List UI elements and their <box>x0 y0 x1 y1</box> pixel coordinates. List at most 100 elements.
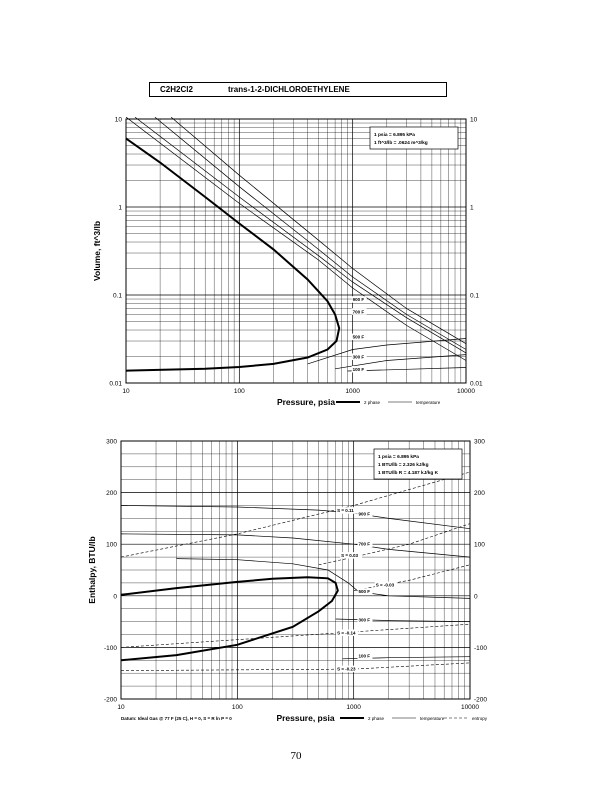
isotherm-line <box>335 618 471 622</box>
isotherm-label-bg <box>357 588 373 595</box>
legend-label: 2 phase <box>364 400 381 405</box>
entropy-label: S = 0.03 <box>341 553 358 558</box>
x-tick-label: 10 <box>117 704 125 711</box>
y-tick-label-left: 0 <box>113 593 117 600</box>
compound-header: C2H2Cl2 trans-1-2-DICHLOROETHYLENE <box>149 82 447 97</box>
y-tick-label-left: 100 <box>106 542 117 549</box>
entropy-line <box>353 564 471 591</box>
isotherm-line <box>170 116 467 345</box>
entropy-label: S = -0.03 <box>376 583 395 588</box>
isotherm-label: 700 F <box>358 542 370 547</box>
y-tick-label-right: 0.01 <box>470 381 483 388</box>
entropy-label: S = -0.23 <box>337 667 356 672</box>
isotherm-label: 500 F <box>358 589 370 594</box>
x-tick-label: 10000 <box>457 388 475 395</box>
y-tick-label-left: 200 <box>106 490 117 497</box>
compound-formula: C2H2Cl2 <box>160 85 193 94</box>
x-tick-label: 1000 <box>345 388 360 395</box>
y-tick-label-left: 1 <box>118 205 122 212</box>
isotherm-label: 300 F <box>353 354 365 359</box>
entropy-label-bg <box>336 629 359 636</box>
isotherm-label: 900 F <box>353 297 365 302</box>
isotherm-label-bg <box>357 540 373 548</box>
x-tick-label: 100 <box>232 704 243 711</box>
entropy-label-bg <box>374 581 397 589</box>
y-tick-label-right: 300 <box>474 439 485 446</box>
isotherm-label-bg <box>357 510 373 517</box>
y-tick-label-right: 0 <box>474 593 478 600</box>
legend-label: entropy <box>472 716 488 721</box>
x-tick-label: 10000 <box>461 704 479 711</box>
y-tick-label-left: 10 <box>115 117 123 124</box>
entropy-line <box>318 523 471 566</box>
isotherm-line <box>134 116 467 354</box>
y-tick-label-left: 0.1 <box>113 293 122 300</box>
entropy-label-bg <box>340 552 363 559</box>
isotherm-line <box>120 505 471 530</box>
y-tick-label-right: 10 <box>470 117 478 124</box>
grid <box>125 119 466 384</box>
isotherm-label: 100 F <box>358 654 370 659</box>
isotherm-line <box>125 116 467 361</box>
isotherm-label-bg <box>357 616 373 624</box>
conversion-text: 1 ft^3/lb = .0624 m^3/kg <box>374 140 428 146</box>
isotherm-label-bg <box>351 333 367 341</box>
entropy-label-bg <box>336 665 359 673</box>
legend-label: temperature <box>416 400 441 405</box>
y-tick-label-left: -100 <box>104 645 117 652</box>
plot-frame <box>120 440 471 700</box>
y-tick-label-left: 300 <box>106 439 117 446</box>
legend-label: 2 phase <box>368 716 385 721</box>
two-phase-curve <box>125 137 341 372</box>
isotherm-line <box>307 338 467 365</box>
isotherm-line <box>154 116 467 350</box>
isotherm-label-bg <box>357 652 373 660</box>
conversion-text: 1 BTU/lb = 2.326 kJ/kg <box>378 462 429 468</box>
isotherm-label: 900 F <box>358 511 370 516</box>
conversion-text: 1 psia = 6.895 kPa <box>374 132 415 138</box>
legend-label: temperature <box>420 716 445 721</box>
y-tick-label-left: -200 <box>104 697 117 704</box>
isotherm-line <box>347 367 467 372</box>
y-axis-label: Volume, ft^3/lb <box>92 221 102 281</box>
conversion-text: 1 psia = 6.895 kPa <box>378 454 419 460</box>
compound-name: trans-1-2-DICHLOROETHYLENE <box>228 85 350 94</box>
entropy-label-bg <box>336 507 359 514</box>
y-tick-label-right: 1 <box>470 205 474 212</box>
y-tick-label-right: -100 <box>474 645 487 652</box>
isotherm-label: 100 F <box>353 367 365 372</box>
isotherm-line <box>120 533 471 558</box>
conversion-text: 1 BTU/lb R = 4.187 kJ/kg K <box>378 470 439 476</box>
entropy-label: S = -0.14 <box>337 631 356 636</box>
x-axis-label: Pressure, psia <box>276 713 334 723</box>
conversion-box <box>373 448 463 480</box>
grid <box>120 440 470 700</box>
y-axis-label: Enthalpy, BTU/lb <box>87 536 97 603</box>
isotherm-label: 700 F <box>353 309 365 314</box>
entropy-line <box>120 662 471 671</box>
y-tick-label-left: 0.01 <box>109 381 122 388</box>
datum-note: Datum: Ideal Gas @ 77 F (25 C), H = 0, S… <box>121 716 232 721</box>
x-tick-label: 10 <box>122 388 130 395</box>
y-tick-label-right: 100 <box>474 542 485 549</box>
y-tick-label-right: -200 <box>474 697 487 704</box>
x-axis-label: Pressure, psia <box>277 397 335 407</box>
two-phase-curve <box>120 576 339 662</box>
y-tick-label-right: 0.1 <box>470 293 479 300</box>
x-tick-label: 1000 <box>346 704 361 711</box>
entropy-line <box>120 623 471 648</box>
isotherm-label-bg <box>351 296 367 303</box>
isotherm-label-bg <box>351 308 367 315</box>
isotherm-label-bg <box>351 365 367 373</box>
plot-frame <box>125 118 467 384</box>
isotherm-line <box>176 558 471 599</box>
isotherm-label-bg <box>351 353 367 360</box>
isotherm-label: 500 F <box>353 335 365 340</box>
y-tick-label-right: 200 <box>474 490 485 497</box>
isotherm-label: 300 F <box>358 618 370 623</box>
conversion-box <box>369 126 459 150</box>
entropy-label: S = 0.11 <box>337 508 354 513</box>
